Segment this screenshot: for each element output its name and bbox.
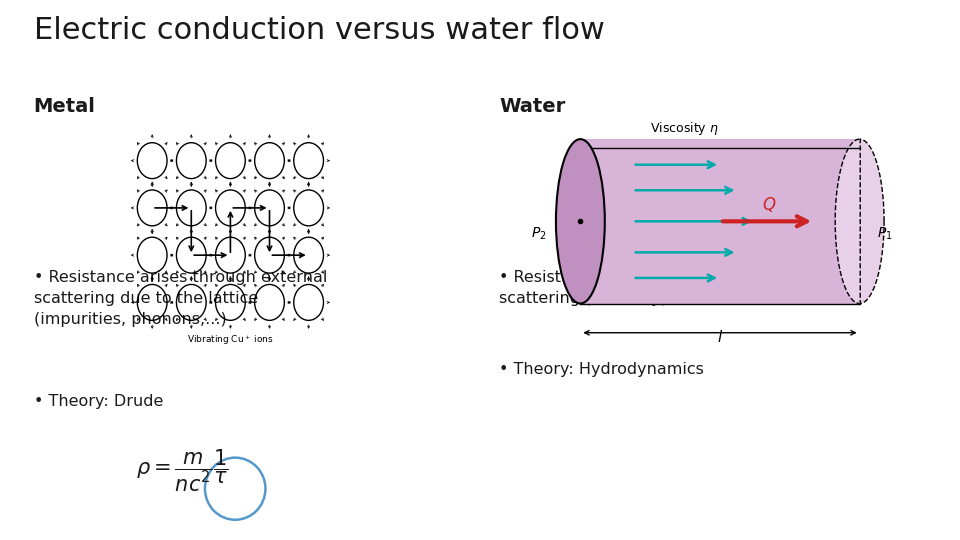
Text: • Resistance arises through external
scattering due to the lattice
(impurities, : • Resistance arises through external sca…	[34, 270, 327, 327]
Ellipse shape	[835, 139, 884, 303]
Text: $l$: $l$	[717, 329, 723, 345]
Text: Electric conduction versus water flow: Electric conduction versus water flow	[34, 16, 605, 45]
Text: $\rho = \dfrac{m}{nc^2}\dfrac{1}{\tau}$: $\rho = \dfrac{m}{nc^2}\dfrac{1}{\tau}$	[136, 448, 228, 494]
Text: Metal: Metal	[34, 97, 95, 116]
Text: • Theory: Drude: • Theory: Drude	[34, 394, 163, 409]
Text: • Resistance arises through internal
scattering (viscosity): • Resistance arises through internal sca…	[499, 270, 788, 306]
Text: $r$: $r$	[582, 180, 589, 193]
Text: • Theory: Hydrodynamics: • Theory: Hydrodynamics	[499, 362, 704, 377]
Bar	[581, 139, 859, 303]
Text: Vibrating Cu$^+$ ions: Vibrating Cu$^+$ ions	[187, 333, 274, 347]
Text: $P_1$: $P_1$	[877, 226, 893, 242]
Text: $Q$: $Q$	[762, 195, 777, 214]
Text: Viscosity $\eta$: Viscosity $\eta$	[650, 120, 719, 137]
Text: Water: Water	[499, 97, 565, 116]
Ellipse shape	[556, 139, 605, 303]
Text: $P_2$: $P_2$	[532, 226, 547, 242]
